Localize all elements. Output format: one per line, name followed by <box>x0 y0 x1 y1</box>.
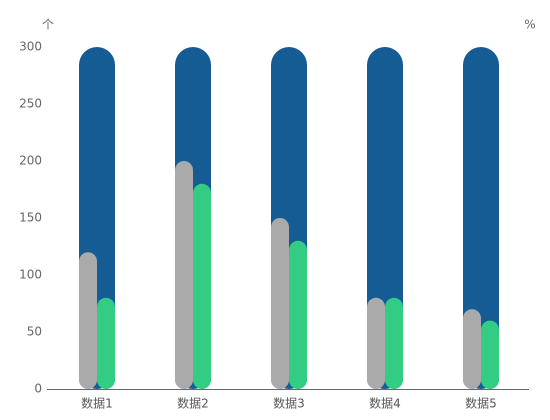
x-tick-label: 数据4 <box>369 396 401 411</box>
x-tick-label: 数据2 <box>177 396 209 411</box>
bar <box>97 297 115 389</box>
x-tick-label: 数据3 <box>273 396 305 411</box>
bar <box>193 183 211 389</box>
y-axis-unit: 个 <box>42 18 54 32</box>
y-tick-label: 200 <box>19 154 42 168</box>
bar <box>367 297 385 389</box>
y-tick-label: 300 <box>19 40 42 54</box>
bar <box>79 252 97 389</box>
bar <box>463 309 481 389</box>
y-tick-label: 150 <box>19 211 42 225</box>
bar <box>271 218 289 389</box>
y-tick-label: 100 <box>19 268 42 282</box>
x-tick-label: 数据1 <box>81 396 113 411</box>
bar <box>289 240 307 389</box>
x-tick-label: 数据5 <box>465 396 497 411</box>
y2-axis-unit: % <box>524 18 535 32</box>
y-tick-label: 250 <box>19 97 42 111</box>
y-tick-label: 50 <box>27 325 42 339</box>
bar <box>175 161 193 389</box>
bar <box>463 47 499 389</box>
bar <box>481 320 499 389</box>
bar <box>385 297 403 389</box>
y-tick-label: 0 <box>34 382 42 396</box>
